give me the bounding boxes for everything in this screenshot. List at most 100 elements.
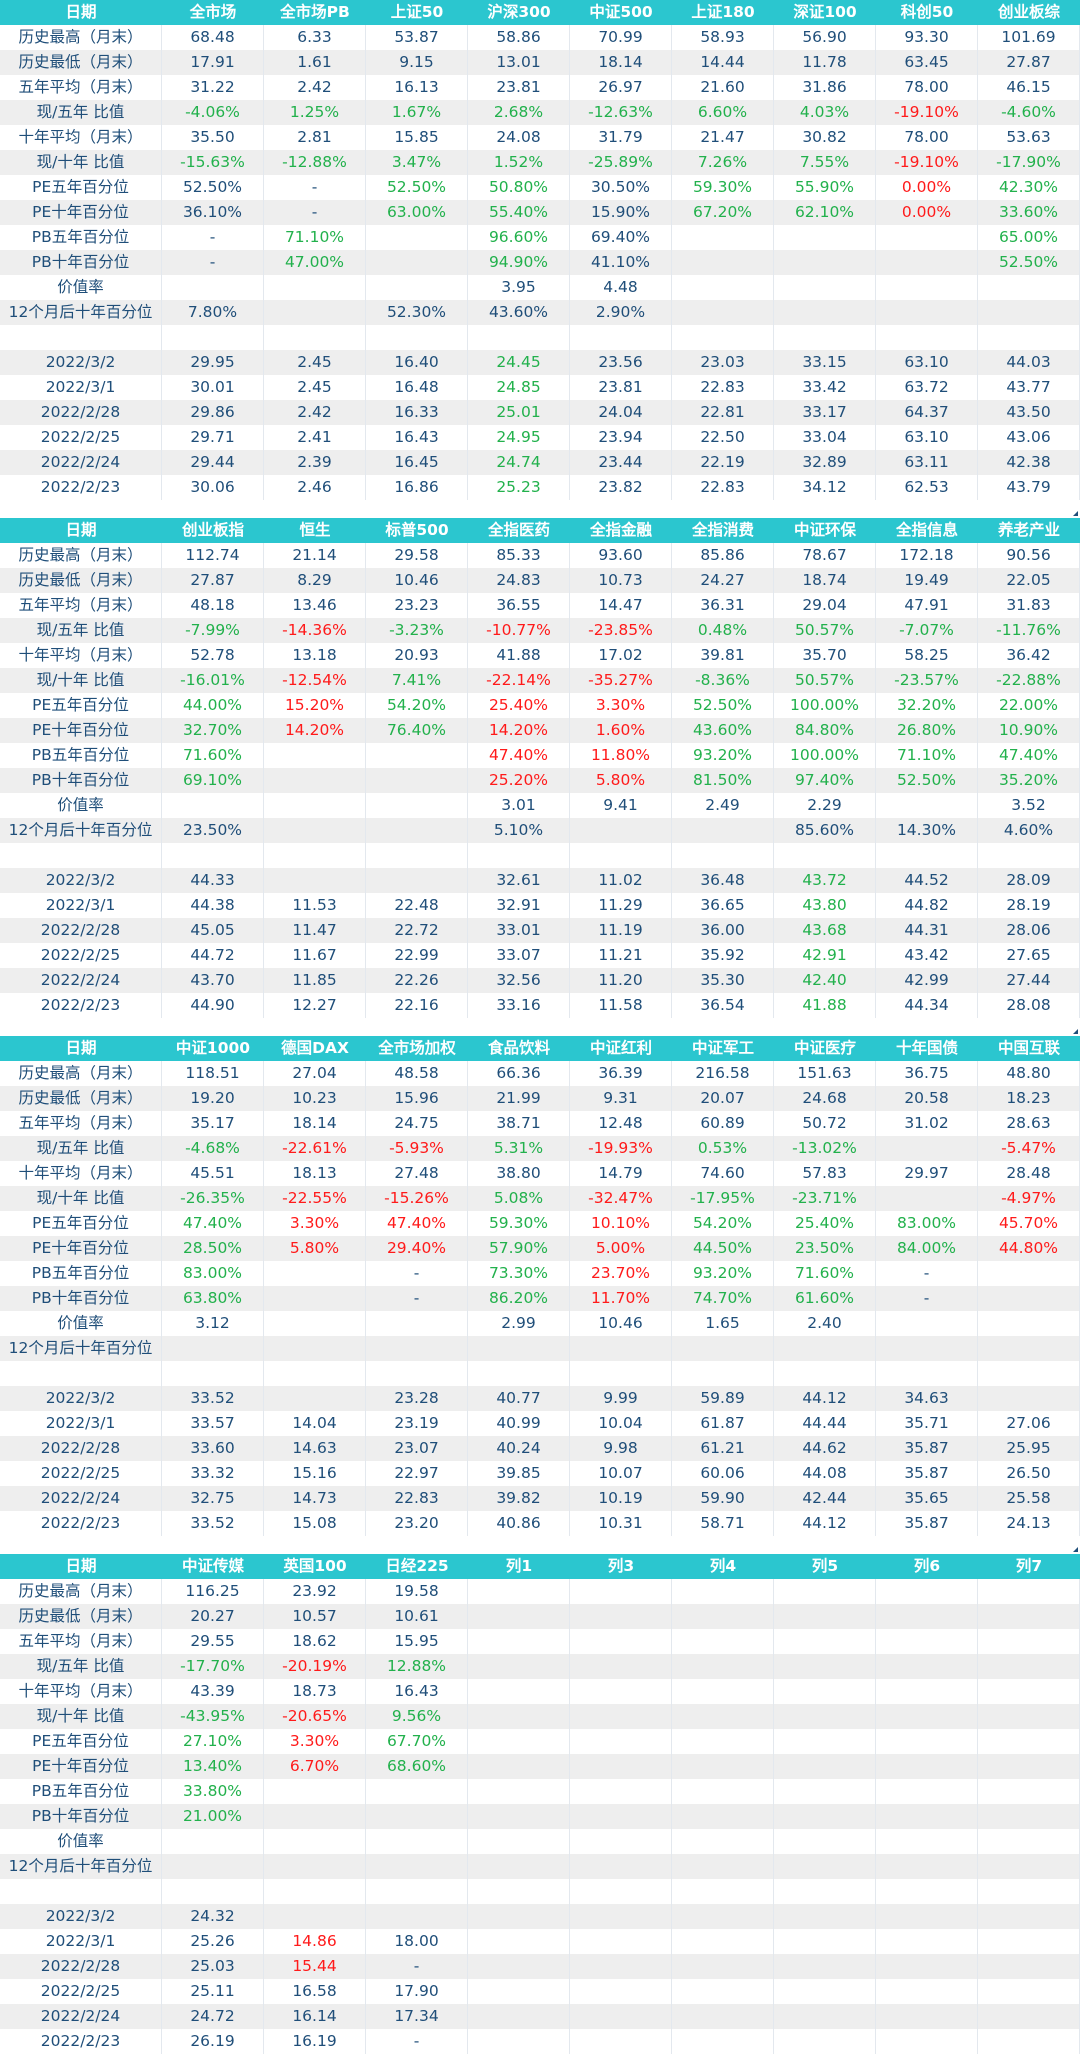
table-cell[interactable]: 50.57% <box>774 668 876 693</box>
table-cell[interactable]: 94.90% <box>468 250 570 275</box>
row-label[interactable]: 历史最高（月末） <box>0 1061 162 1086</box>
table-cell[interactable]: 63.10 <box>876 425 978 450</box>
row-label[interactable]: 历史最低（月末） <box>0 568 162 593</box>
table-cell[interactable]: 81.50% <box>672 768 774 793</box>
header-cell[interactable]: 深证100 <box>793 3 857 21</box>
table-cell[interactable]: 22.00% <box>978 693 1080 718</box>
table-cell[interactable]: 33.04 <box>774 425 876 450</box>
table-cell[interactable]: 14.79 <box>570 1161 672 1186</box>
table-cell[interactable]: 23.94 <box>570 425 672 450</box>
header-cell[interactable]: 列5 <box>811 1557 839 1575</box>
table-cell[interactable]: 29.58 <box>366 543 468 568</box>
table-cell[interactable] <box>162 275 264 300</box>
table-cell[interactable]: 2.45 <box>264 375 366 400</box>
table-cell[interactable]: 24.32 <box>162 1904 264 1929</box>
table-cell[interactable]: -15.26% <box>366 1186 468 1211</box>
table-cell[interactable]: 56.90 <box>774 25 876 50</box>
table-cell[interactable]: -25.89% <box>570 150 672 175</box>
table-cell[interactable] <box>570 1654 672 1679</box>
table-cell[interactable] <box>468 2004 570 2029</box>
table-cell[interactable]: 23.44 <box>570 450 672 475</box>
table-cell[interactable]: 62.10% <box>774 200 876 225</box>
table-cell[interactable]: 67.20% <box>672 200 774 225</box>
table-cell[interactable] <box>978 1729 1080 1754</box>
table-cell[interactable]: -12.63% <box>570 100 672 125</box>
table-cell[interactable]: 22.83 <box>672 475 774 500</box>
header-cell[interactable]: 全指医药 <box>487 521 550 539</box>
table-cell[interactable]: -19.10% <box>876 100 978 125</box>
table-cell[interactable]: 44.31 <box>876 918 978 943</box>
table-cell[interactable]: 11.53 <box>264 893 366 918</box>
table-cell[interactable]: 2.99 <box>468 1311 570 1336</box>
table-cell[interactable]: - <box>876 1286 978 1311</box>
table-cell[interactable] <box>468 843 570 868</box>
table-cell[interactable]: 4.60% <box>978 818 1080 843</box>
table-cell[interactable]: 69.10% <box>162 768 264 793</box>
table-cell[interactable]: 50.57% <box>774 618 876 643</box>
table-resize-handle-icon[interactable] <box>1073 1029 1078 1034</box>
table-cell[interactable] <box>468 1604 570 1629</box>
table-cell[interactable]: 52.50% <box>366 175 468 200</box>
table-cell[interactable]: 24.13 <box>978 1511 1080 1536</box>
table-cell[interactable] <box>978 1704 1080 1729</box>
table-cell[interactable] <box>366 1336 468 1361</box>
table-cell[interactable]: 101.69 <box>978 25 1080 50</box>
table-cell[interactable]: 25.23 <box>468 475 570 500</box>
table-cell[interactable] <box>672 1704 774 1729</box>
table-cell[interactable]: 53.63 <box>978 125 1080 150</box>
table-cell[interactable] <box>366 1311 468 1336</box>
table-cell[interactable]: 11.70% <box>570 1286 672 1311</box>
table-cell[interactable]: 40.99 <box>468 1411 570 1436</box>
table-cell[interactable]: 45.05 <box>162 918 264 943</box>
table-cell[interactable]: 23.82 <box>570 475 672 500</box>
table-cell[interactable]: 36.75 <box>876 1061 978 1086</box>
table-cell[interactable]: 54.20% <box>672 1211 774 1236</box>
table-cell[interactable]: -22.55% <box>264 1186 366 1211</box>
table-cell[interactable]: -23.71% <box>774 1186 876 1211</box>
table-cell[interactable]: 44.72 <box>162 943 264 968</box>
header-cell[interactable]: 列6 <box>913 1557 941 1575</box>
table-cell[interactable]: 4.48 <box>570 275 672 300</box>
table-cell[interactable]: 41.88 <box>468 643 570 668</box>
table-cell[interactable]: 35.20% <box>978 768 1080 793</box>
table-cell[interactable] <box>774 1779 876 1804</box>
table-cell[interactable]: -17.70% <box>162 1654 264 1679</box>
table-cell[interactable]: 0.48% <box>672 618 774 643</box>
table-cell[interactable]: 2.49 <box>672 793 774 818</box>
table-cell[interactable]: -15.63% <box>162 150 264 175</box>
header-cell[interactable]: 列7 <box>1015 1557 1043 1575</box>
table-cell[interactable]: 52.50% <box>978 250 1080 275</box>
table-cell[interactable] <box>468 1729 570 1754</box>
table-cell[interactable]: 13.18 <box>264 643 366 668</box>
table-cell[interactable]: 36.10% <box>162 200 264 225</box>
table-cell[interactable]: 9.98 <box>570 1436 672 1461</box>
table-cell[interactable]: 15.20% <box>264 693 366 718</box>
table-cell[interactable]: 8.29 <box>264 568 366 593</box>
table-cell[interactable]: 43.42 <box>876 943 978 968</box>
table-cell[interactable]: 11.47 <box>264 918 366 943</box>
table-cell[interactable] <box>672 275 774 300</box>
table-cell[interactable] <box>774 1829 876 1854</box>
header-cell[interactable]: 日经225 <box>385 1557 449 1575</box>
header-cell[interactable]: 上证50 <box>390 3 444 21</box>
table-cell[interactable] <box>876 1361 978 1386</box>
table-cell[interactable]: 24.74 <box>468 450 570 475</box>
table-cell[interactable]: 17.34 <box>366 2004 468 2029</box>
table-cell[interactable] <box>774 1954 876 1979</box>
table-cell[interactable]: -26.35% <box>162 1186 264 1211</box>
table-cell[interactable] <box>366 868 468 893</box>
header-cell[interactable]: 中证环保 <box>793 521 856 539</box>
table-cell[interactable] <box>366 325 468 350</box>
table-cell[interactable]: - <box>366 2029 468 2054</box>
table-cell[interactable]: 97.40% <box>774 768 876 793</box>
table-cell[interactable]: 33.52 <box>162 1386 264 1411</box>
row-label[interactable]: 2022/3/1 <box>0 375 162 400</box>
table-cell[interactable]: 63.11 <box>876 450 978 475</box>
table-cell[interactable] <box>264 793 366 818</box>
table-cell[interactable]: 10.31 <box>570 1511 672 1536</box>
table-cell[interactable]: 28.09 <box>978 868 1080 893</box>
table-cell[interactable] <box>366 1879 468 1904</box>
row-label[interactable]: 五年平均（月末） <box>0 593 162 618</box>
table-cell[interactable]: -5.93% <box>366 1136 468 1161</box>
table-cell[interactable] <box>672 1729 774 1754</box>
